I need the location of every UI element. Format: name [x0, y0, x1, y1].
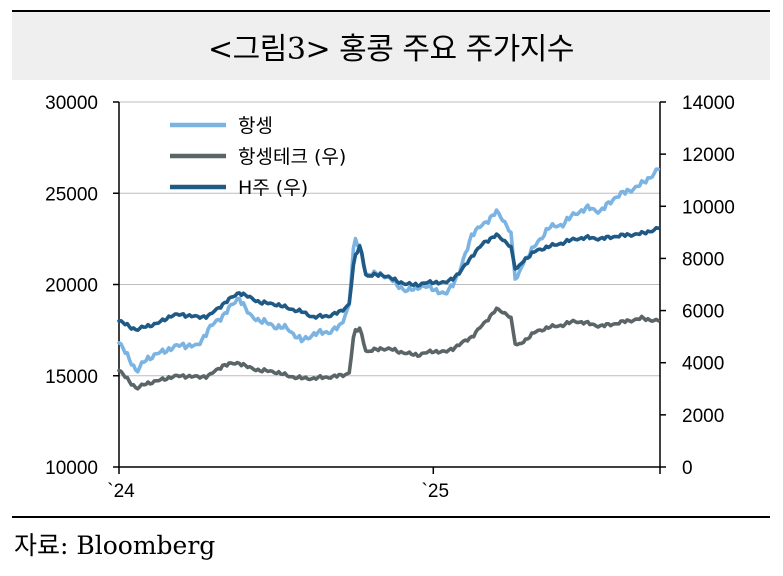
bottom-rule — [12, 516, 770, 518]
series-lines — [117, 167, 661, 391]
x-tick-label: `24 — [107, 481, 135, 502]
x-tick-label: `25 — [422, 481, 449, 502]
left-tick-label: 25000 — [45, 184, 98, 205]
source-note: 자료: Bloomberg — [14, 531, 216, 560]
title-band: <그림3> 홍콩 주요 주가지수 — [12, 12, 770, 80]
left-tick-label: 10000 — [45, 458, 98, 479]
gridlines — [119, 101, 660, 377]
legend-label: H주 (우) — [238, 177, 308, 199]
right-tick-label: 4000 — [682, 354, 724, 375]
page-title: <그림3> 홍콩 주요 주가지수 — [208, 32, 574, 67]
right-tick-label: 14000 — [682, 93, 735, 114]
right-tick-label: 6000 — [682, 302, 724, 323]
top-rule — [12, 10, 770, 12]
right-axis-ticks: 14000 12000 10000 8000 6000 4000 2000 0 — [682, 93, 735, 479]
right-tick-label: 12000 — [682, 145, 735, 166]
right-tick-label: 0 — [682, 458, 693, 479]
left-axis-ticks: 30000 25000 20000 15000 10000 — [45, 93, 98, 479]
left-tick-label: 15000 — [45, 367, 98, 388]
axes — [113, 101, 666, 474]
right-tick-label: 10000 — [682, 197, 735, 218]
series-line-1 — [117, 167, 661, 374]
right-tick-label: 2000 — [682, 406, 724, 427]
left-tick-label: 30000 — [45, 93, 98, 114]
left-tick-label: 20000 — [45, 276, 98, 297]
legend-label: 항셍 — [238, 115, 273, 137]
series-line-3 — [117, 226, 661, 332]
legend-label: 항셍테크 (우) — [238, 146, 346, 168]
series-line-2 — [117, 306, 661, 391]
x-axis-ticks: `24 `25 — [107, 481, 449, 502]
right-tick-label: 8000 — [682, 249, 724, 270]
